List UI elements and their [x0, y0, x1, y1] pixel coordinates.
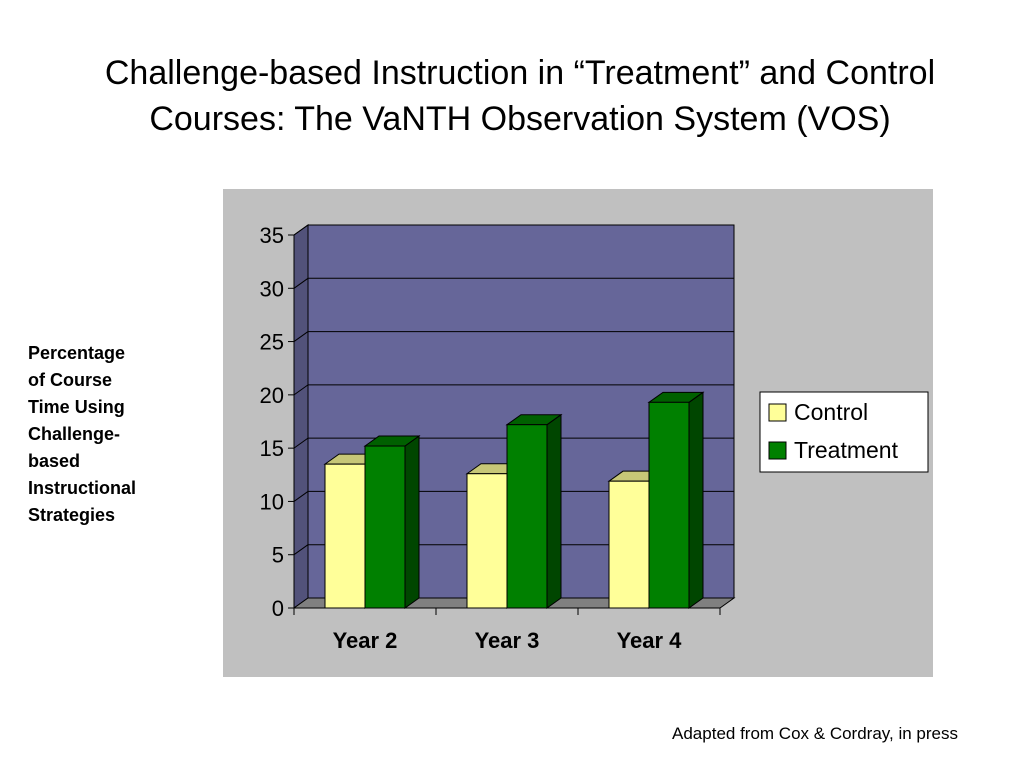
- gridline-side: [293, 331, 309, 342]
- gridline-side: [293, 224, 309, 236]
- y-tick-label: 25: [260, 330, 284, 355]
- y-tick-label: 15: [260, 436, 284, 461]
- plot-side-wall: [293, 224, 309, 609]
- gridline-side: [293, 544, 309, 556]
- gridline-side: [293, 491, 309, 502]
- y-tick-label: 10: [260, 489, 284, 514]
- x-tick-label: Year 3: [475, 628, 540, 653]
- y-axis-label-line: Challenge-: [28, 424, 121, 444]
- legend-label-control: Control: [794, 399, 868, 425]
- x-tick-label: Year 2: [333, 628, 398, 653]
- title-line-1: Challenge-based Instruction in “Treatmen…: [104, 54, 936, 92]
- y-tick-label: 0: [272, 596, 284, 621]
- bar-front: [608, 480, 650, 609]
- y-tick-label: 30: [260, 276, 284, 301]
- y-axis-label-line: Percentage: [28, 343, 126, 363]
- bar-treatment-year-3: [505, 413, 563, 609]
- bar-front: [324, 463, 366, 609]
- legend-swatch-treatment: [768, 441, 787, 460]
- y-axis-label: Percentage of Course Time Using Challeng…: [28, 340, 178, 529]
- bar-side: [546, 413, 562, 609]
- bar-front: [648, 401, 690, 609]
- y-axis-label-line: Instructional: [28, 478, 137, 498]
- bar-side: [688, 391, 704, 609]
- legend-label-treatment: Treatment: [794, 437, 899, 463]
- y-axis-label-line: Time Using: [28, 397, 125, 417]
- bar-side: [404, 435, 420, 609]
- gridline-side: [293, 437, 309, 449]
- y-axis-label-line: of Course: [28, 370, 113, 390]
- bar-front: [506, 424, 548, 609]
- x-tick-label: Year 4: [617, 628, 683, 653]
- bar-front: [364, 445, 406, 609]
- source-note: Adapted from Cox & Cordray, in press: [672, 724, 958, 743]
- gridline-side: [293, 384, 309, 396]
- y-tick-label: 20: [260, 383, 284, 408]
- y-axis-label-line: Strategies: [28, 505, 116, 525]
- title-line-2: Courses: The VaNTH Observation System (V…: [149, 100, 891, 138]
- bar-front: [466, 473, 508, 609]
- slide-title: Challenge-based Instruction in “Treatmen…: [20, 50, 1020, 142]
- gridline-side: [293, 277, 309, 289]
- legend-swatch-control: [768, 403, 787, 422]
- legend-box: [759, 391, 929, 473]
- bar-treatment-year-2: [363, 435, 421, 609]
- y-axis-label-line: based: [28, 451, 81, 471]
- bar-treatment-year-4: [647, 391, 705, 609]
- y-tick-label: 5: [272, 543, 284, 568]
- y-tick-label: 35: [260, 223, 284, 248]
